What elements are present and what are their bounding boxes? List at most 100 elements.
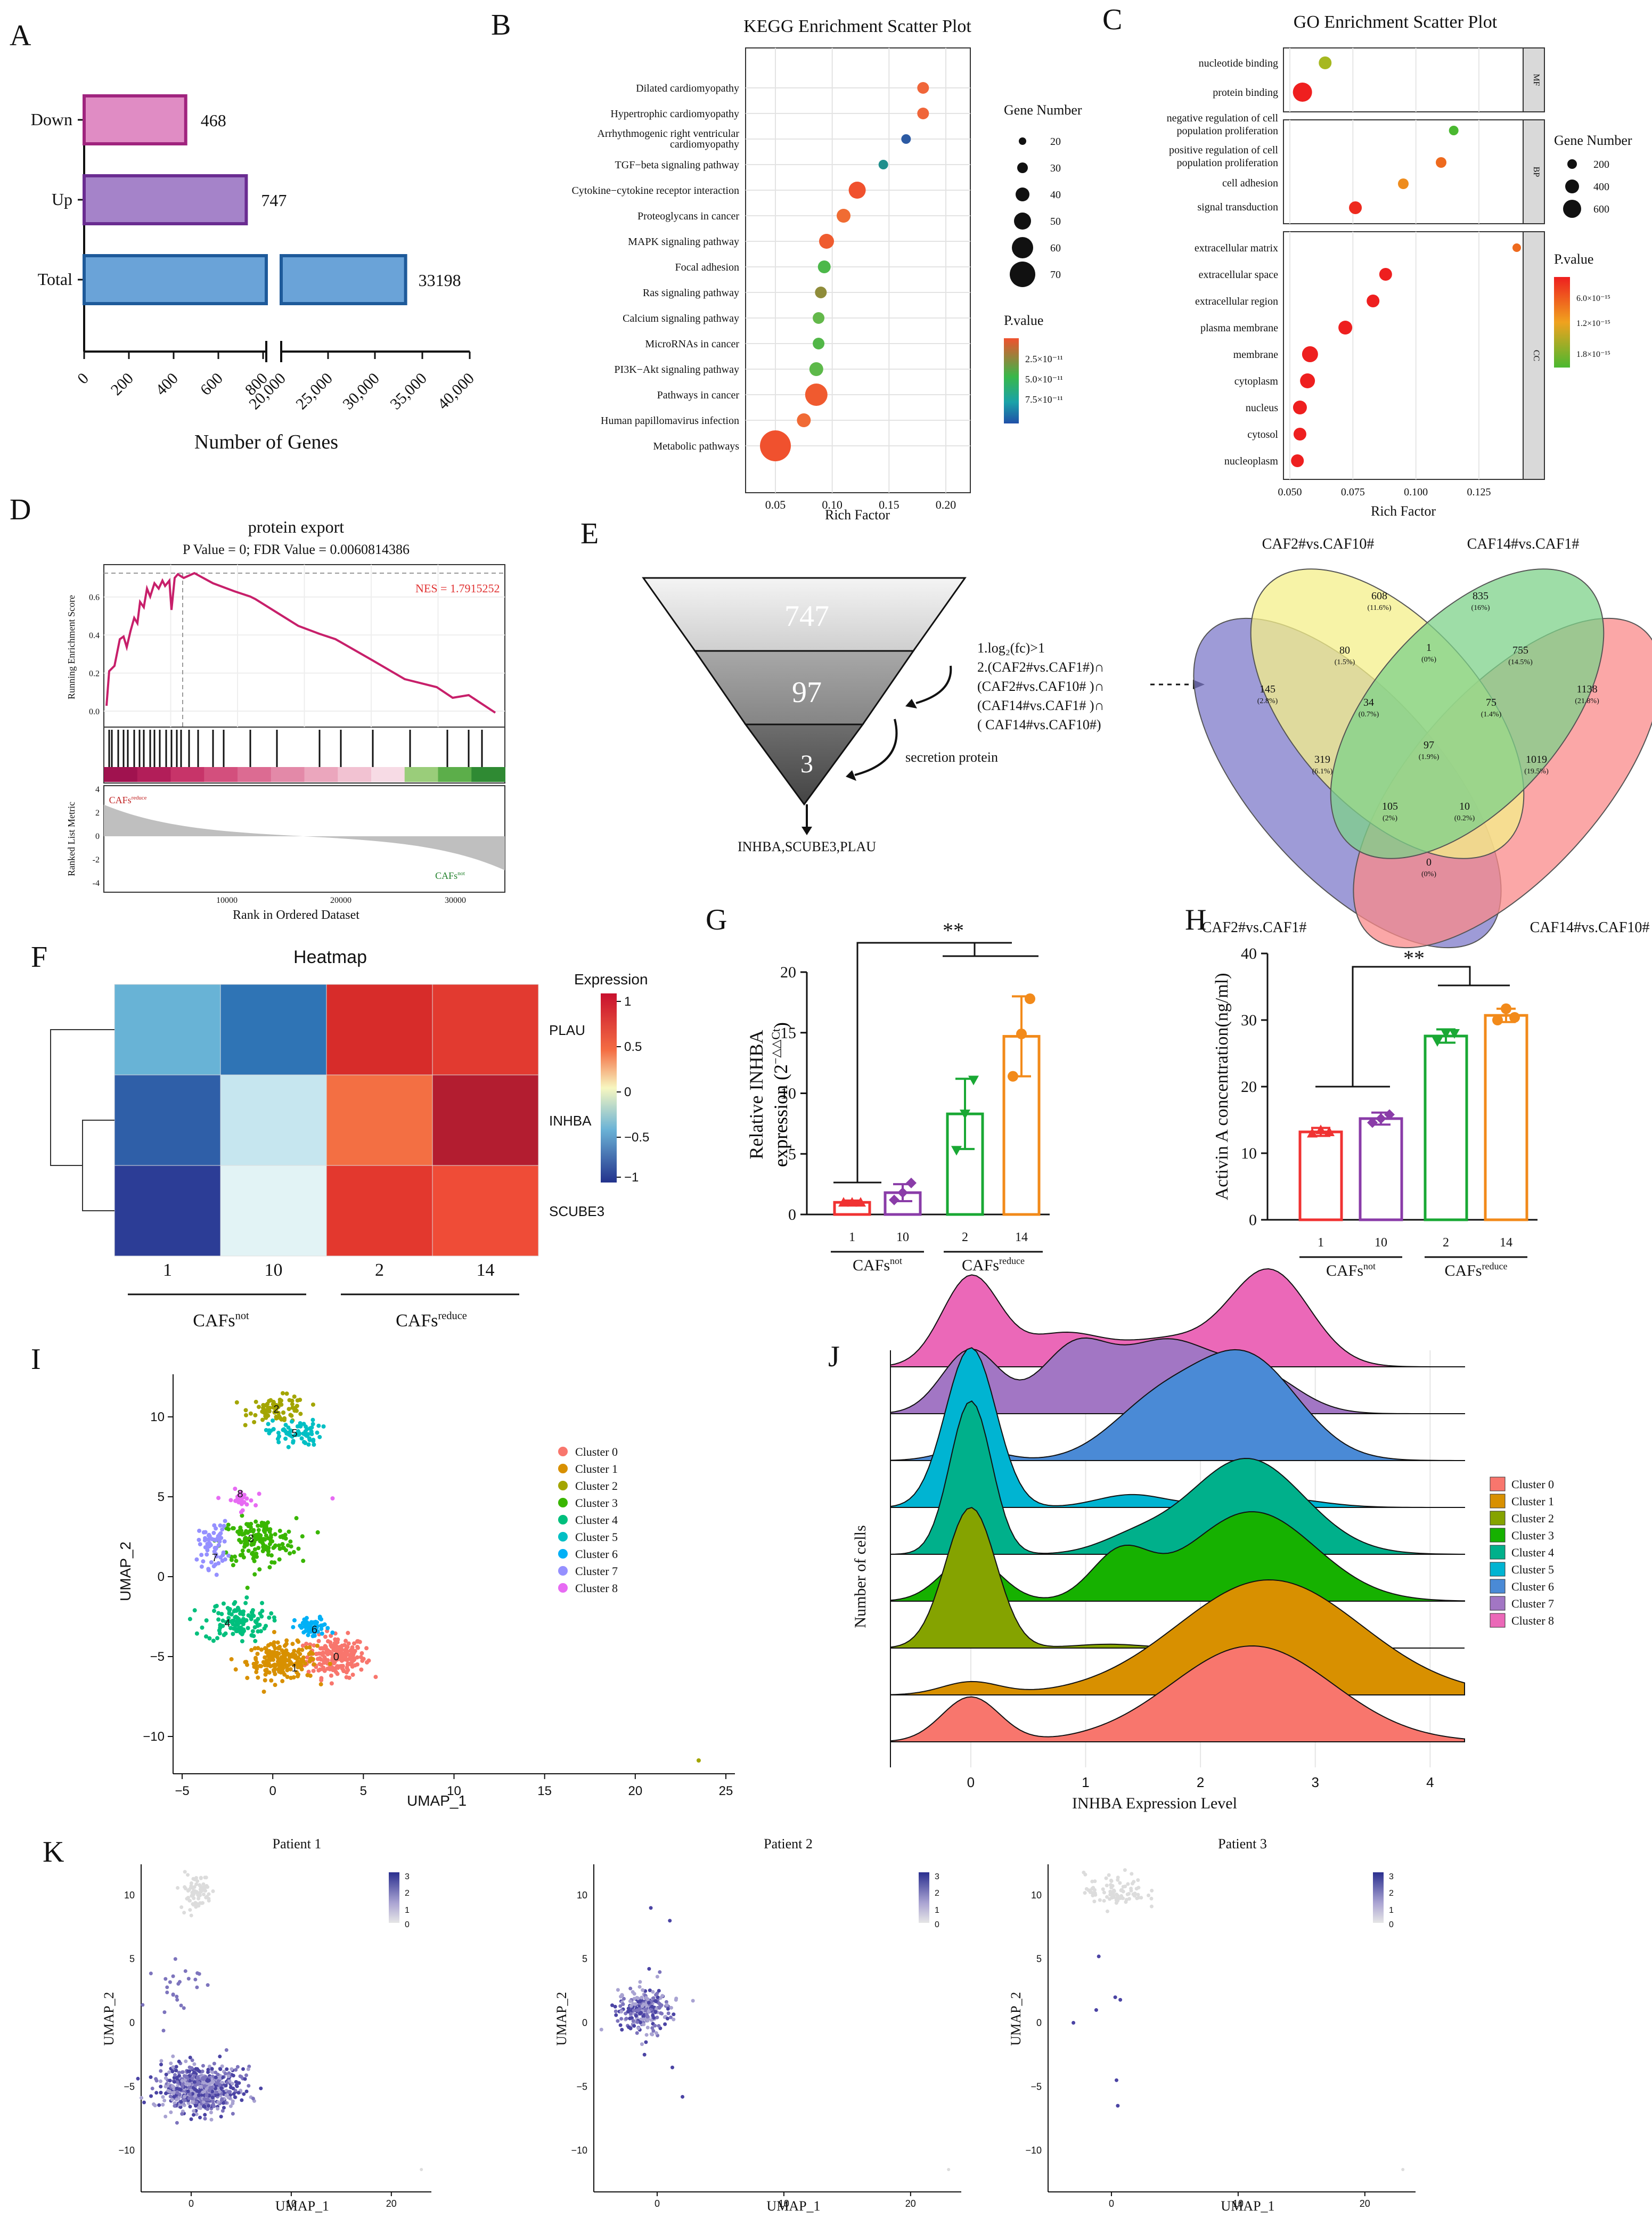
cell-point [221,1550,226,1555]
cell-point [277,1529,282,1534]
cell-point [250,1551,255,1555]
y-axis-title: UMAP_2 [101,1992,117,2045]
ranking-color-band [371,767,405,782]
cell-point [280,1648,284,1653]
x-axis-title: Rank in Ordered Dataset [233,908,359,922]
cell-point [312,1630,317,1635]
ridge-8 [890,1268,1465,1367]
x-tick-label: 20000 [330,896,351,905]
data-point [1338,321,1353,335]
funnel-value-2: 97 [792,676,822,709]
cell-point [1097,1954,1101,1959]
cell-point [301,1431,306,1436]
cell-point [266,1536,271,1540]
cell-point [212,1523,217,1528]
cell-point [640,1995,644,2000]
cell-point [266,1422,271,1426]
term-label: negative regulation of cell [1167,112,1279,124]
cell-point [285,1658,290,1663]
group-label-cafs-not-base: CAFs [853,1257,890,1274]
cell-point [247,2084,251,2088]
cell-point [237,1538,242,1543]
cell-point [614,2013,618,2017]
cell-point [211,1638,216,1643]
cell-point [328,1661,332,1666]
cell-point [226,2074,231,2078]
x-tick-label: 10 [447,1784,461,1798]
cell-point [288,1667,293,1671]
cell-point [186,2089,190,2093]
x-tick-label: 20 [1360,2198,1370,2209]
cell-point [245,1585,250,1590]
cell-point [332,1660,337,1665]
cell-point [645,1997,650,2001]
venn-count: 0 [1426,857,1432,868]
cell-point [269,1678,274,1683]
cell-point [164,2091,168,2095]
cell-point [277,1415,282,1420]
cell-point [171,2054,175,2058]
cell-point [211,2102,215,2106]
cell-point [249,1648,254,1652]
cell-point [192,1885,197,1889]
term-label: extracellular space [1199,269,1278,281]
cell-point [643,2008,648,2012]
y-axis-title-2-sup: −△△Ct [769,1029,782,1064]
cell-point [206,1983,210,1987]
facet-strip-label: BP [1532,167,1541,177]
cell-point [344,1658,349,1662]
cell-point [253,1638,258,1643]
cell-point [157,2103,161,2107]
cell-point [240,1548,245,1553]
cell-point [186,1977,191,1981]
cell-point [287,1398,292,1402]
panel-label-j: J [828,1340,840,1373]
dendrogram-branch [50,1029,115,1166]
cell-point [214,2070,218,2075]
x-tick-label: 10 [1375,1236,1387,1250]
cell-point [947,2168,951,2172]
legend-label: Cluster 2 [575,1479,618,1493]
y-axis-title-top: Running Enrichment Score [66,595,77,699]
cell-point [1127,1897,1131,1901]
heatmap-cell [114,1165,221,1257]
cell-point [188,2056,192,2060]
data-point [797,413,811,427]
cell-point [628,1999,632,2003]
cell-point [154,2091,159,2095]
cell-point [187,2096,191,2100]
legend-dot [558,1532,568,1542]
y-tick-label: −5 [576,2081,587,2092]
y-tick-label: 30 [1241,1012,1257,1029]
cell-point [311,1668,316,1673]
cell-point [355,1644,360,1649]
cell-point [1115,1893,1119,1897]
data-point [960,1110,970,1120]
cell-point [291,1550,296,1554]
cell-point [290,1402,295,1407]
cell-point [243,1408,248,1413]
cell-point [203,1889,208,1893]
cell-point [217,2090,222,2094]
cell-point [221,1601,226,1606]
cell-point [201,2104,206,2108]
cell-point [269,1553,274,1558]
cell-point [359,1651,364,1656]
cell-point [218,1523,223,1528]
cell-point [217,1539,222,1544]
cell-point [1130,1872,1134,1876]
legend-key [1490,1579,1506,1594]
cell-point [649,2032,653,2036]
legend-label: Cluster 2 [1511,1512,1554,1525]
cell-point [207,1532,211,1537]
group-label-cafs-not-sup: not [1363,1261,1376,1271]
data-point [1315,1124,1326,1135]
cell-point [1105,1909,1109,1913]
cell-point [259,2086,263,2091]
facet-frame [1283,119,1524,224]
cell-point [197,2106,201,2110]
data-point [901,134,911,144]
cell-point [228,2104,233,2108]
cell-point [207,2089,211,2093]
